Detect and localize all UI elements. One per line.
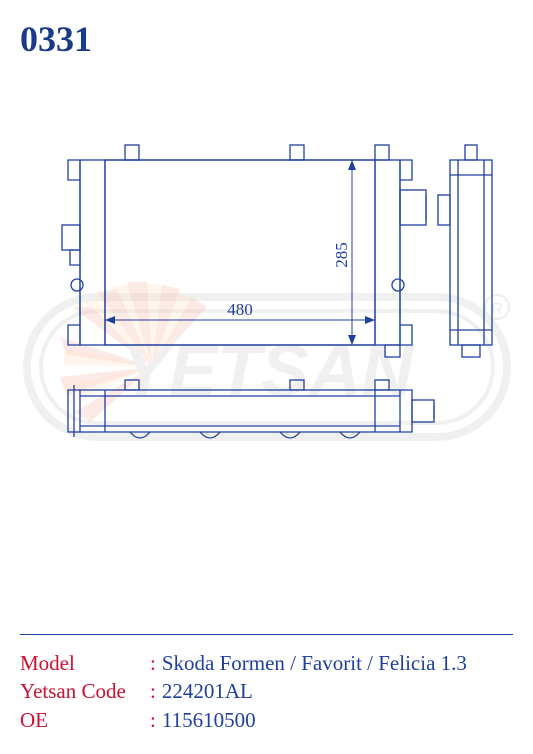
colon: : xyxy=(150,677,156,705)
colon: : xyxy=(150,706,156,734)
dim-height: 285 xyxy=(332,242,351,268)
top-view xyxy=(68,380,434,438)
side-view xyxy=(438,145,492,357)
value-model: Skoda Formen / Favorit / Felicia 1.3 xyxy=(162,649,467,677)
page-number: 0331 xyxy=(20,18,92,60)
colon: : xyxy=(150,649,156,677)
info-row-code: Yetsan Code : 224201AL xyxy=(20,677,513,705)
info-row-model: Model : Skoda Formen / Favorit / Felicia… xyxy=(20,649,513,677)
label-model: Model xyxy=(20,649,150,677)
label-oe: OE xyxy=(20,706,150,734)
label-code: Yetsan Code xyxy=(20,677,150,705)
dim-width: 480 xyxy=(227,300,253,319)
info-row-oe: OE : 115610500 xyxy=(20,706,513,734)
front-view: 480 285 xyxy=(62,145,426,357)
value-oe: 115610500 xyxy=(162,706,256,734)
technical-drawing: 480 285 xyxy=(20,120,513,580)
info-block: Model : Skoda Formen / Favorit / Felicia… xyxy=(20,634,513,734)
value-code: 224201AL xyxy=(162,677,253,705)
